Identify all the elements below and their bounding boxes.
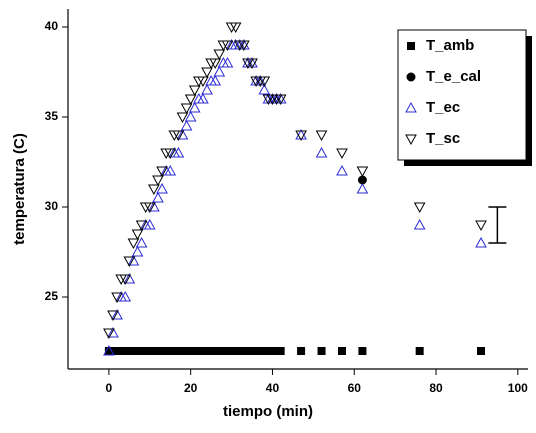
data-point [103,344,115,356]
x-tick-label: 100 [508,381,528,395]
data-point [337,347,346,355]
data-point [229,22,242,34]
data-point [274,94,287,106]
data-point [356,182,369,194]
data-point [123,256,136,268]
data-point [246,58,258,70]
data-point [107,326,119,338]
x-tick-label: 0 [106,381,113,395]
data-point [201,67,213,79]
data-point [415,347,424,355]
x-axis-label: tiempo (min) [223,403,313,420]
data-point [119,290,132,302]
data-point [357,175,367,185]
legend-marker [407,42,415,50]
y-tick-label: 30 [45,199,59,213]
data-point [184,110,197,122]
error-bar [488,206,507,244]
data-point [127,238,140,250]
legend-marker [406,72,416,82]
data-point [131,229,144,241]
data-point [135,220,148,232]
legend-label: T_sc [426,130,460,147]
data-point [356,166,369,178]
y-tick-label: 25 [45,289,59,303]
data-point [475,220,487,232]
x-tick-label: 60 [348,381,362,395]
data-point [237,40,250,52]
data-point [152,175,164,187]
y-tick-label: 35 [45,109,59,123]
data-point [317,347,326,355]
data-point [176,128,189,140]
data-point [413,218,426,230]
data-point [295,130,307,142]
x-tick-label: 20 [184,381,198,395]
data-point [135,236,148,248]
data-point [209,58,222,70]
data-point [315,130,328,142]
data-point [315,146,328,158]
data-point [156,166,168,178]
data-point [107,310,119,322]
data-point [209,74,222,86]
legend-label: T_amb [426,37,474,54]
data-point [336,148,348,160]
data-point [188,101,201,113]
data-point [143,202,156,214]
data-point [156,182,168,194]
data-point [164,148,177,160]
data-point [148,184,160,196]
data-point [176,112,189,124]
data-point [172,146,185,158]
legend-box [397,29,527,161]
data-point [413,202,426,214]
data-point [131,245,144,257]
data-point [123,272,136,284]
x-tick-label: 80 [429,381,443,395]
data-point [152,191,164,203]
data-point [148,200,160,212]
y-axis-label: temperatura (C) [11,133,28,245]
x-tick-label: 40 [266,381,280,395]
legend-marker [405,134,417,146]
data-point [221,56,234,68]
data-point [197,76,209,88]
y-tick-label: 40 [45,19,59,33]
data-point [111,292,123,304]
data-point [201,83,213,95]
data-point [197,92,209,104]
legend-label: T_e_cal [426,68,481,85]
data-point [127,254,140,266]
data-point [213,49,226,61]
data-point [180,103,193,115]
data-point [221,40,234,52]
data-point [258,83,271,95]
legend-label: T_ec [426,99,460,116]
legend-marker [405,101,417,113]
data-point [188,85,201,97]
data-point [143,218,156,230]
data-point [172,130,185,142]
data-point [477,347,486,355]
data-point [258,76,271,88]
data-point [336,164,348,176]
data-point [297,347,306,355]
data-point [164,164,177,176]
data-point [358,347,367,355]
data-point [119,274,132,286]
data-point [475,236,487,248]
data-point [180,119,193,131]
data-point [111,308,123,320]
data-point [184,94,197,106]
data-point [103,328,115,340]
data-point [213,65,226,77]
data-point [276,347,285,355]
